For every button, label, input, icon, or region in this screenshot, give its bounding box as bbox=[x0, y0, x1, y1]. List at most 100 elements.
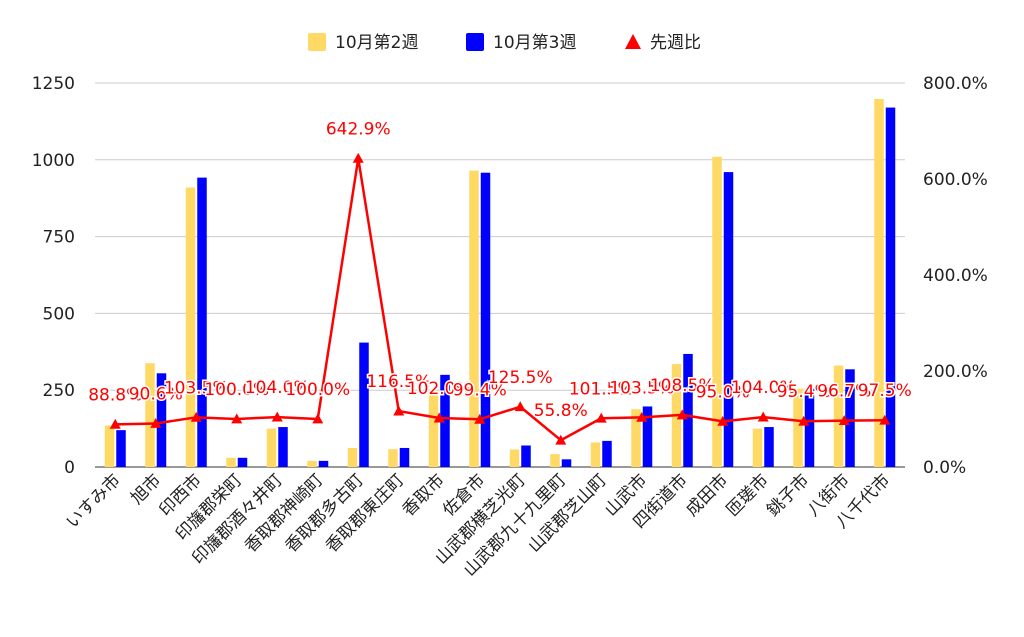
bar-10w3 bbox=[683, 353, 693, 467]
ratio-data-label: 100.0% bbox=[204, 380, 269, 400]
right-axis-tick-label: 800.0% bbox=[923, 74, 988, 94]
bar-10w2 bbox=[226, 457, 236, 467]
bar-10w3 bbox=[804, 388, 815, 467]
bar-10w2 bbox=[145, 363, 155, 467]
bar-10w3 bbox=[197, 177, 207, 467]
ratio-data-label: 88.8% bbox=[88, 385, 142, 405]
ratio-point bbox=[717, 415, 729, 426]
left-axis-tick-label: 750 bbox=[43, 228, 75, 248]
x-tick-label: 成田市 bbox=[682, 470, 732, 520]
ratio-point bbox=[879, 414, 891, 425]
ratio-data-label: 100.0% bbox=[285, 380, 350, 400]
ratio-point bbox=[514, 401, 526, 412]
bar-10w2 bbox=[307, 460, 317, 467]
ratio-data-label: 642.9% bbox=[326, 119, 391, 139]
bar-10w2 bbox=[104, 425, 115, 467]
ratio-point bbox=[271, 411, 283, 422]
bar-10w2 bbox=[752, 428, 763, 467]
legend-label-10w3: 10月第3週 bbox=[493, 33, 576, 53]
legend-label-10w2: 10月第2週 bbox=[335, 33, 418, 53]
left-axis-tick-label: 500 bbox=[43, 304, 75, 324]
bar-10w3 bbox=[440, 374, 450, 467]
left-axis-tick-label: 250 bbox=[43, 381, 75, 401]
ratio-data-label: 95.4% bbox=[777, 382, 831, 402]
bar-10w3 bbox=[561, 459, 572, 467]
right-axis-tick-label: 200.0% bbox=[923, 362, 988, 382]
ratio-data-label: 96.7% bbox=[817, 382, 871, 402]
bar-10w3 bbox=[723, 172, 734, 467]
ratio-data-label: 101.5% bbox=[569, 379, 634, 399]
bar-10w3 bbox=[602, 440, 612, 467]
ratio-point bbox=[838, 415, 850, 425]
right-axis-tick-label: 400.0% bbox=[923, 266, 988, 286]
ratio-data-label: 90.6% bbox=[129, 385, 183, 405]
ratio-point bbox=[595, 412, 607, 423]
bar-10w2 bbox=[793, 388, 803, 467]
ratio-data-label: 103.5% bbox=[609, 378, 674, 398]
ratio-data-label: 104.0% bbox=[731, 378, 796, 398]
ratio-point bbox=[676, 409, 688, 420]
legend-swatch-10w2 bbox=[308, 33, 326, 51]
bar-10w2 bbox=[833, 365, 844, 467]
bar-10w3 bbox=[237, 457, 248, 467]
bar-10w3 bbox=[116, 430, 126, 467]
ratio-data-label: 102.0% bbox=[407, 379, 472, 399]
bar-10w3 bbox=[399, 447, 410, 467]
bar-10w2 bbox=[590, 442, 601, 467]
bar-10w3 bbox=[885, 107, 896, 468]
ratio-point bbox=[231, 413, 243, 424]
bar-10w2 bbox=[631, 409, 641, 467]
ratio-point bbox=[109, 418, 121, 429]
ratio-point bbox=[150, 418, 162, 428]
bar-10w3 bbox=[278, 427, 288, 467]
ratio-data-label: 104.0% bbox=[245, 378, 310, 398]
bar-10w3 bbox=[521, 445, 531, 467]
bar-10w2 bbox=[550, 454, 560, 467]
ratio-data-label: 108.5% bbox=[650, 376, 715, 396]
x-tick-label: 香取市 bbox=[399, 470, 449, 520]
ratio-point bbox=[393, 405, 405, 416]
right-axis-tick-label: 0.0% bbox=[923, 458, 966, 478]
x-tick-label: 銚子市 bbox=[763, 470, 813, 520]
bar-10w2 bbox=[712, 156, 722, 467]
ratio-point bbox=[312, 413, 324, 424]
bar-10w3 bbox=[642, 406, 653, 467]
bar-10w3 bbox=[318, 460, 329, 467]
ratio-point bbox=[352, 152, 364, 163]
legend-swatch-ratio bbox=[625, 34, 641, 49]
ratio-point bbox=[433, 412, 445, 423]
bar-10w2 bbox=[469, 170, 479, 467]
bar-10w2 bbox=[347, 447, 358, 467]
ratio-data-label: 55.8% bbox=[534, 401, 588, 421]
bar-10w2 bbox=[428, 390, 439, 467]
bar-10w3 bbox=[480, 172, 491, 467]
x-tick-label: 匝瑳市 bbox=[723, 470, 773, 520]
bar-10w3 bbox=[359, 342, 369, 467]
bar-10w2 bbox=[266, 428, 277, 467]
ratio-data-label: 97.5% bbox=[858, 381, 912, 401]
ratio-point bbox=[798, 415, 810, 426]
ratio-line bbox=[115, 157, 885, 442]
bar-10w2 bbox=[509, 449, 520, 467]
ratio-data-label: 125.5% bbox=[488, 368, 553, 388]
ratio-data-label: 103.5% bbox=[164, 378, 229, 398]
bar-10w2 bbox=[388, 449, 398, 467]
ratio-point bbox=[757, 411, 769, 422]
left-axis-tick-label: 1000 bbox=[32, 151, 75, 171]
x-tick-label: いすみ市 bbox=[63, 470, 125, 532]
right-axis-tick-label: 600.0% bbox=[923, 170, 988, 190]
left-axis-tick-label: 0 bbox=[64, 458, 75, 478]
ratio-point bbox=[555, 434, 567, 445]
ratio-data-label: 99.4% bbox=[453, 380, 507, 400]
bar-10w2 bbox=[185, 187, 196, 467]
bar-10w3 bbox=[845, 369, 855, 467]
ratio-data-label: 116.5% bbox=[366, 372, 431, 392]
ratio-point bbox=[636, 411, 648, 422]
legend-label-ratio: 先週比 bbox=[650, 33, 701, 53]
legend-swatch-10w3 bbox=[466, 33, 484, 51]
ratio-data-label: 95.0% bbox=[696, 382, 750, 402]
ratio-point bbox=[190, 411, 202, 422]
bar-10w3 bbox=[156, 373, 167, 467]
